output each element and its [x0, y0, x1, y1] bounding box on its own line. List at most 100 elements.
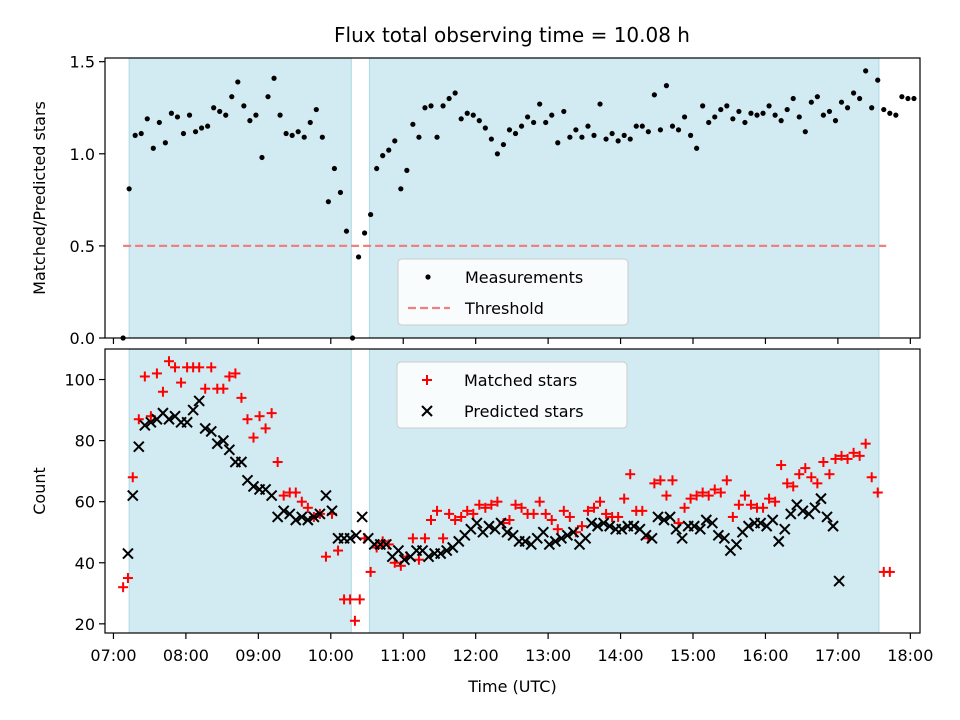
data-point	[440, 544, 453, 557]
data-point	[633, 123, 639, 129]
x-marker-b	[718, 532, 731, 545]
data-point	[277, 112, 283, 118]
data-point	[776, 460, 787, 471]
x-marker-b	[507, 529, 519, 541]
x-marker-b	[217, 434, 230, 447]
data-point	[392, 138, 398, 144]
data-point	[422, 105, 428, 111]
data-point	[326, 505, 338, 517]
data-point	[518, 123, 525, 129]
x-marker-b	[344, 532, 356, 545]
data-point	[706, 517, 719, 529]
data-point	[814, 94, 820, 100]
data-point	[365, 566, 376, 577]
data-point	[247, 480, 260, 493]
x-marker-b	[205, 425, 217, 438]
shaded-span	[129, 58, 352, 338]
data-point	[392, 544, 405, 557]
data-point	[320, 489, 332, 502]
data-point	[651, 92, 657, 98]
data-point	[564, 511, 575, 522]
x-tick-label: 10:00	[308, 646, 354, 665]
data-point	[687, 132, 694, 138]
x-marker-b	[555, 532, 568, 545]
data-point	[621, 132, 627, 138]
data-point	[248, 432, 259, 443]
x-marker-b	[277, 505, 290, 517]
data-point	[247, 118, 253, 124]
data-point	[438, 533, 449, 544]
data-point	[700, 103, 706, 109]
y-tick-label: 100	[64, 371, 95, 390]
data-point	[794, 469, 805, 480]
x-marker-b	[145, 416, 157, 428]
data-point	[591, 132, 597, 138]
data-point	[458, 116, 464, 122]
x-marker-b	[706, 517, 719, 529]
x-marker-b	[434, 547, 447, 560]
data-point	[163, 413, 175, 425]
x-marker-b	[766, 514, 779, 526]
data-point	[235, 456, 248, 468]
data-point	[778, 118, 784, 124]
data-point	[585, 517, 598, 529]
data-point	[446, 95, 452, 102]
x-marker-b	[785, 508, 797, 520]
data-point	[235, 79, 241, 85]
data-point	[356, 511, 368, 523]
x-marker-b	[537, 526, 549, 538]
data-point	[194, 362, 205, 373]
data-point	[555, 140, 561, 146]
data-point	[501, 526, 513, 538]
x-marker-b	[561, 529, 574, 541]
x-marker-b	[567, 526, 580, 538]
data-point	[844, 105, 851, 111]
data-point	[295, 129, 301, 135]
x-marker-b	[694, 523, 706, 535]
data-point	[616, 523, 628, 535]
data-point	[770, 496, 781, 507]
data-point	[428, 103, 434, 109]
data-point	[727, 511, 738, 522]
data-point	[206, 362, 217, 373]
data-point	[658, 514, 670, 526]
data-point	[802, 129, 808, 135]
data-point	[748, 110, 754, 116]
y-axis-label: Count	[30, 467, 49, 515]
data-point	[797, 505, 809, 517]
data-point	[313, 106, 319, 113]
y-tick-label: 0.5	[70, 237, 95, 256]
top-panel: 0.0 0.5 1.0 1.5 Matched/Predicted stars Measu…	[30, 53, 921, 348]
legend-label: Measurements	[465, 268, 583, 287]
data-point	[860, 438, 871, 449]
data-point	[127, 489, 139, 502]
data-point	[122, 547, 134, 560]
data-point	[133, 441, 145, 453]
x-marker-b	[440, 544, 453, 557]
data-point	[905, 95, 911, 102]
data-point	[697, 487, 708, 498]
data-point	[663, 83, 670, 89]
data-point	[854, 450, 865, 461]
data-point	[452, 90, 458, 96]
data-point	[345, 594, 356, 605]
data-point	[444, 508, 455, 519]
data-point	[205, 123, 211, 129]
data-point	[398, 554, 411, 566]
data-point	[127, 472, 138, 483]
x-marker-b	[730, 538, 743, 551]
data-point	[434, 547, 447, 560]
data-point	[552, 524, 563, 535]
x-marker-b	[284, 508, 296, 520]
data-point	[706, 119, 712, 126]
data-point	[646, 532, 658, 545]
data-point	[361, 230, 368, 236]
x-tick-label: 15:00	[670, 646, 716, 665]
data-point	[495, 517, 507, 529]
data-point	[742, 520, 755, 532]
data-point	[609, 130, 615, 137]
data-point	[174, 114, 181, 120]
data-point	[760, 110, 766, 116]
data-point	[494, 151, 501, 157]
